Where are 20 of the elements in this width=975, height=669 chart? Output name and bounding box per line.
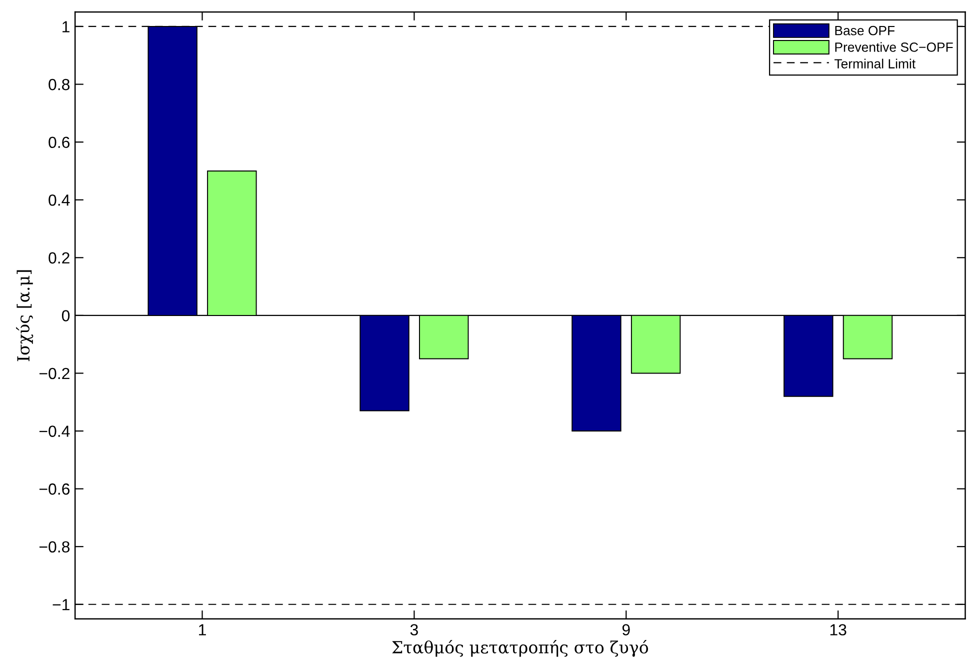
- legend-label: Terminal Limit: [834, 58, 916, 68]
- y-tick-label: −1: [52, 599, 70, 610]
- x-tick-label: 3: [410, 624, 418, 636]
- y-tick-label: −0.4: [39, 426, 70, 437]
- legend-label: Preventive SC−OPF: [835, 42, 953, 52]
- x-tick-label: 1: [199, 624, 206, 636]
- y-axis-title: Ισχύς [α.μ]: [16, 270, 34, 362]
- y-tick-label: 0: [62, 310, 70, 322]
- y-tick-label: 1: [62, 21, 70, 32]
- legend-label: Base OPF: [835, 26, 895, 36]
- y-tick-label: 0.6: [48, 136, 70, 148]
- y-tick-label: 0.2: [48, 252, 70, 264]
- y-tick-label: −0.2: [39, 368, 70, 380]
- y-tick-label: 0.4: [48, 194, 70, 206]
- x-tick-label: 13: [830, 624, 846, 636]
- y-tick-label: −0.8: [39, 541, 70, 553]
- y-tick-label: −0.6: [39, 483, 70, 495]
- y-tick-label: 0.8: [48, 78, 70, 90]
- x-tick-label: 9: [622, 624, 630, 636]
- x-axis-title: Σταθμός μετατροπής στο ζυγό: [392, 640, 648, 657]
